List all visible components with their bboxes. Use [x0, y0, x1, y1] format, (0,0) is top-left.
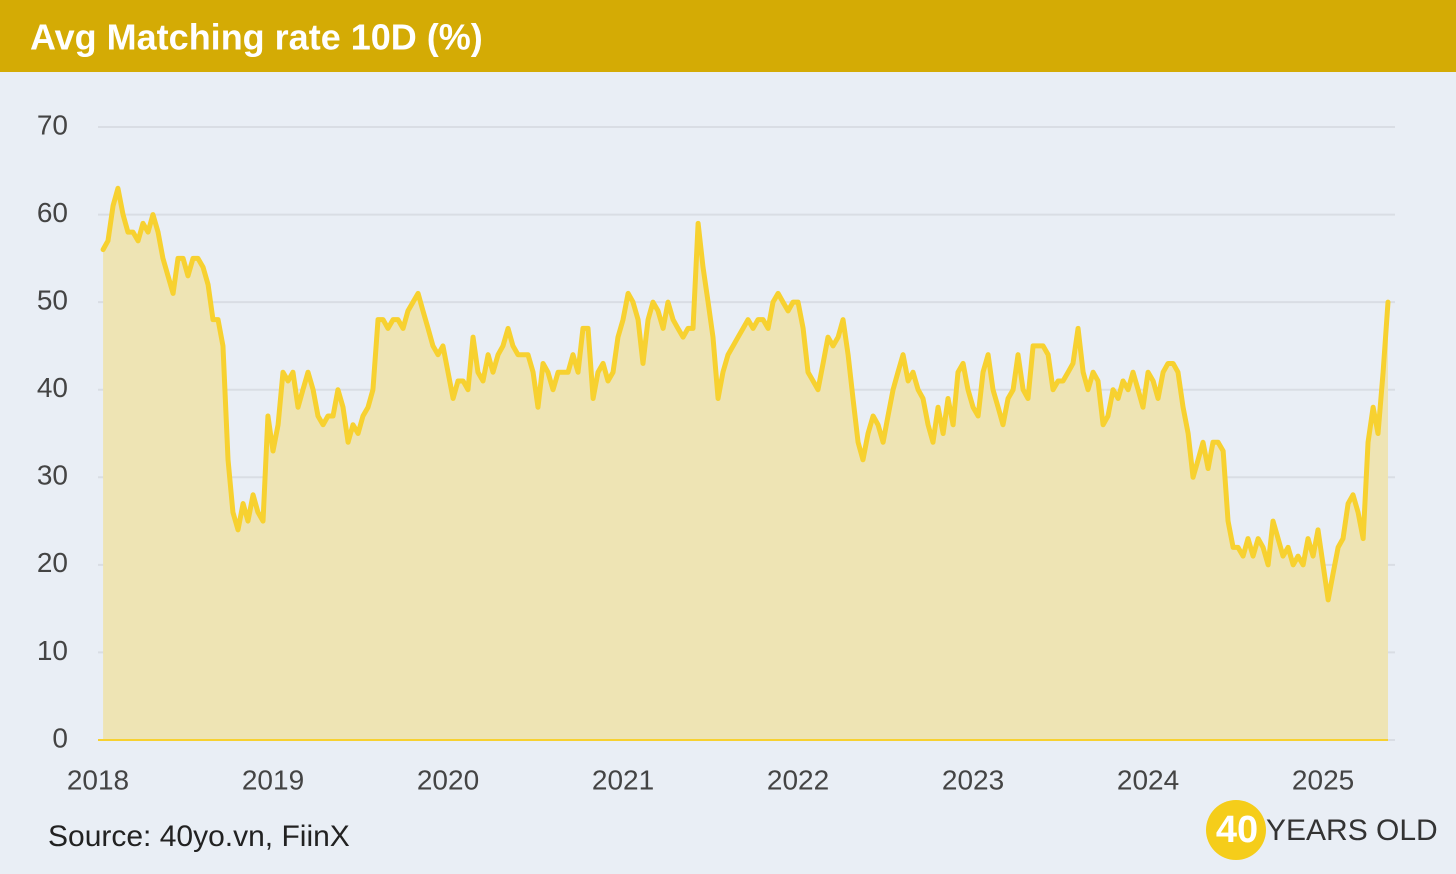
header-bar	[0, 0, 1456, 72]
logo-text: YEARS OLD	[1266, 814, 1438, 847]
y-tick-label: 70	[37, 109, 68, 140]
x-tick-label: 2022	[767, 764, 829, 795]
y-tick-label: 60	[37, 197, 68, 228]
x-tick-label: 2021	[592, 764, 654, 795]
line	[100, 185, 1391, 603]
y-tick-label: 40	[37, 372, 68, 403]
y-tick-label: 20	[37, 547, 68, 578]
x-tick-label: 2020	[417, 764, 479, 795]
y-tick-label: 10	[37, 635, 68, 666]
x-tick-label: 2023	[942, 764, 1004, 795]
chart-title: Avg Matching rate 10D (%)	[30, 17, 483, 58]
plot-area: 0 10 20 30 40 50 60 70 2018 2019 2020 2021 2022 2023 2…	[37, 109, 1395, 795]
source: Source: 40yo.vn, FiinX	[48, 820, 350, 853]
logo-number: 40	[1216, 809, 1258, 851]
y-tick-label: 30	[37, 460, 68, 491]
x-tick-label: 2024	[1117, 764, 1179, 795]
x-tick-label: 2018	[67, 764, 129, 795]
x-tick-label: 2019	[242, 764, 304, 795]
area	[103, 188, 1389, 741]
logo-circle	[1206, 800, 1266, 860]
y-tick-label: 50	[37, 285, 68, 316]
x-tick-label: 2025	[1292, 764, 1354, 795]
y-tick-label: 0	[52, 722, 68, 753]
